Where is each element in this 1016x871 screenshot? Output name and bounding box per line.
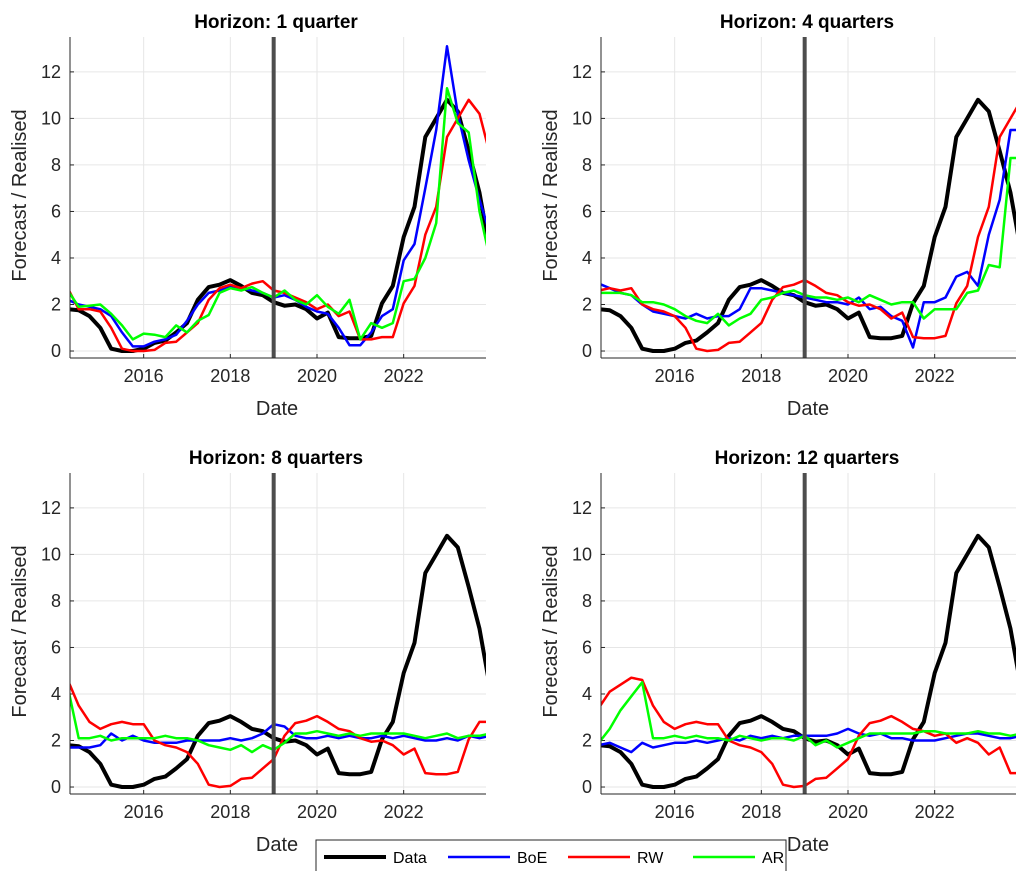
chart-title: Horizon: 8 quarters (189, 448, 363, 469)
x-axis-label: Date (787, 834, 829, 856)
series-line-data (601, 97, 1016, 353)
legend: Data BoE RW AR (315, 839, 787, 871)
y-tick-label: 0 (582, 777, 592, 797)
y-tick-label: 2 (582, 731, 592, 751)
y-tick-label: 10 (41, 108, 61, 128)
series-line-ar (601, 156, 1016, 327)
legend-item-data: Data (324, 850, 427, 867)
x-tick-label: 2016 (655, 802, 695, 822)
legend-label: Data (393, 850, 427, 867)
x-tick-label: 2022 (384, 366, 424, 386)
y-tick-label: 12 (41, 62, 61, 82)
x-tick-label: 2020 (297, 802, 337, 822)
y-tick-label: 8 (582, 591, 592, 611)
series-line-ar (70, 691, 486, 754)
chart-title: Horizon: 1 quarter (194, 12, 358, 33)
series-line-ar (70, 86, 486, 341)
x-tick-label: 2020 (297, 366, 337, 386)
y-tick-label: 4 (582, 248, 592, 268)
x-tick-label: 2020 (828, 366, 868, 386)
y-tick-label: 2 (582, 295, 592, 315)
x-axis-label: Date (256, 398, 298, 420)
series-line-ar (601, 681, 1016, 749)
y-tick-label: 0 (51, 777, 61, 797)
x-tick-label: 2020 (828, 802, 868, 822)
y-tick-label: 12 (572, 498, 592, 518)
series-line-boe (70, 45, 486, 348)
y-tick-label: 4 (51, 684, 61, 704)
y-tick-label: 6 (582, 201, 592, 221)
y-tick-label: 10 (41, 544, 61, 564)
x-axis-label: Date (256, 834, 298, 856)
y-tick-label: 8 (51, 155, 61, 175)
y-tick-label: 12 (41, 498, 61, 518)
y-tick-label: 6 (51, 201, 61, 221)
legend-item-boe: BoE (448, 850, 547, 867)
x-tick-label: 2022 (915, 802, 955, 822)
y-tick-label: 4 (582, 684, 592, 704)
x-tick-label: 2022 (915, 366, 955, 386)
x-tick-label: 2016 (124, 802, 164, 822)
legend-label: AR (762, 850, 784, 867)
series-line-data (70, 533, 486, 789)
chart-panel-1: 2016 2018 2020 2022 0 2 4 6 8 10 12 Horizon: 1 quar… (9, 12, 486, 420)
x-tick-label: 2016 (124, 366, 164, 386)
x-tick-label: 2018 (741, 802, 781, 822)
y-axis-label: Forecast / Realised (540, 109, 562, 281)
y-tick-label: 8 (582, 155, 592, 175)
y-tick-label: 10 (572, 544, 592, 564)
x-tick-label: 2018 (210, 366, 250, 386)
x-axis-label: Date (787, 398, 829, 420)
legend-box (315, 839, 787, 871)
y-tick-label: 10 (572, 108, 592, 128)
x-tick-label: 2022 (384, 802, 424, 822)
y-tick-label: 0 (582, 341, 592, 361)
y-axis-label: Forecast / Realised (9, 109, 31, 281)
y-axis-label: Forecast / Realised (540, 545, 562, 717)
legend-label: RW (637, 850, 664, 867)
chart-panel-4: 2016 2018 2020 2022 0 2 4 6 8 10 12 Horizon: 12 qua… (540, 448, 1016, 856)
chart-title: Horizon: 12 quarters (715, 448, 900, 469)
chart-title: Horizon: 4 quarters (720, 12, 894, 33)
y-tick-label: 6 (582, 637, 592, 657)
chart-panel-2: 2016 2018 2020 2022 0 2 4 6 8 10 12 Horizon: 4 quar… (540, 12, 1016, 420)
series-line-rw (601, 676, 1016, 789)
x-tick-label: 2016 (655, 366, 695, 386)
y-tick-label: 4 (51, 248, 61, 268)
series-line-rw (601, 106, 1016, 353)
x-tick-label: 2018 (210, 802, 250, 822)
y-tick-label: 2 (51, 731, 61, 751)
x-tick-label: 2018 (741, 366, 781, 386)
y-tick-label: 2 (51, 295, 61, 315)
legend-item-ar: AR (693, 850, 784, 867)
chart-panel-3: 2016 2018 2020 2022 0 2 4 6 8 10 12 Horizon: 8 quar… (9, 448, 486, 856)
legend-item-rw: RW (568, 850, 664, 867)
y-axis-label: Forecast / Realised (9, 545, 31, 717)
y-tick-label: 6 (51, 637, 61, 657)
legend-label: BoE (517, 850, 547, 867)
series-line-rw (70, 98, 486, 353)
y-tick-label: 0 (51, 341, 61, 361)
y-tick-label: 8 (51, 591, 61, 611)
y-tick-label: 12 (572, 62, 592, 82)
